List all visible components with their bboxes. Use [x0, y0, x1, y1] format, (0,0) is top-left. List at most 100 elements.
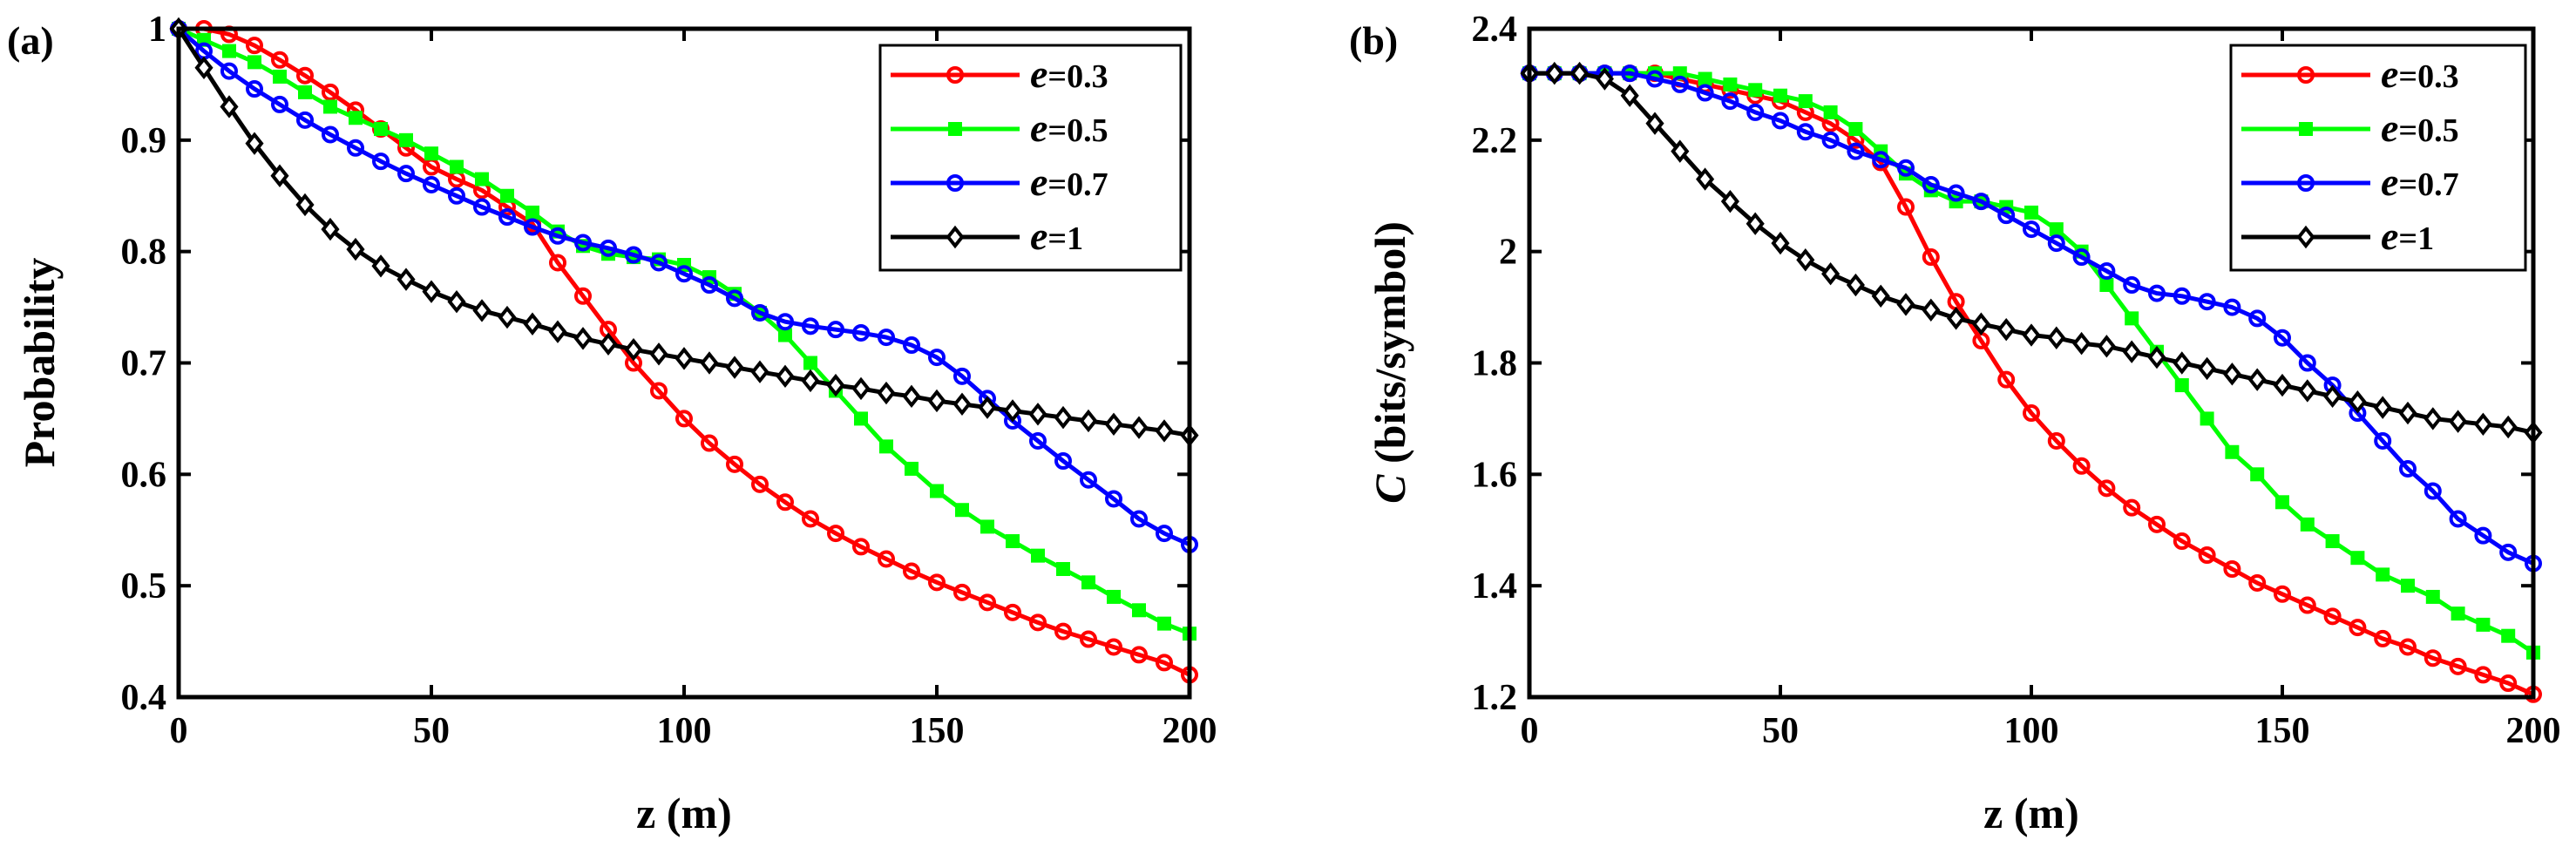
series-line	[179, 26, 1191, 677]
data-point	[1156, 654, 1173, 672]
data-point	[1897, 159, 1915, 177]
data-point	[1054, 622, 1072, 640]
data-point	[422, 280, 441, 303]
data-point	[525, 205, 539, 220]
data-point	[2023, 220, 2040, 239]
series-line	[177, 27, 1191, 547]
data-point	[194, 56, 214, 79]
data-point	[701, 434, 718, 452]
data-point	[902, 384, 921, 409]
data-point	[2348, 390, 2367, 414]
x-tick-label: 100	[657, 711, 712, 751]
axis-ticks: 0 50 100 150 200 0.4 0.5 0.6 0.7 0.8 0.9 1	[121, 10, 1217, 751]
data-point	[1997, 370, 2016, 389]
data-point	[1054, 451, 1072, 470]
data-point	[1129, 416, 1149, 439]
data-point	[2072, 248, 2091, 267]
data-point	[1746, 103, 1765, 121]
data-point	[750, 360, 769, 383]
legend-value: =1	[2398, 220, 2434, 257]
data-point	[473, 198, 491, 216]
data-point	[854, 411, 868, 426]
data-point	[2423, 482, 2442, 500]
data-point	[346, 237, 365, 261]
data-point	[1570, 61, 1590, 85]
data-point	[2072, 457, 2091, 475]
data-point	[2373, 396, 2392, 419]
x-axis-title: z (m)	[1983, 789, 2079, 837]
data-point	[372, 152, 390, 171]
data-point	[905, 461, 919, 476]
data-point	[827, 525, 844, 543]
data-point	[675, 265, 693, 283]
data-point	[1079, 409, 1098, 433]
y-tick-label: 0.5	[121, 566, 167, 606]
data-point	[1620, 84, 1639, 107]
legend-label: e=1	[1030, 213, 1083, 258]
data-point	[953, 367, 971, 385]
legend-symbol: e	[1030, 105, 1047, 150]
data-point	[2449, 410, 2468, 433]
y-tick-label: 2.4	[1472, 10, 1518, 50]
data-point	[1031, 548, 1045, 563]
x-tick-label: 100	[2004, 711, 2059, 751]
series-line	[1529, 71, 2535, 566]
legend-label: e=0.5	[2381, 105, 2459, 150]
data-point	[2423, 407, 2443, 430]
data-point	[2174, 378, 2189, 393]
data-point	[802, 317, 819, 335]
x-tick-label: 200	[1163, 711, 1217, 751]
data-point	[1721, 92, 1739, 111]
data-point	[778, 328, 792, 342]
y-tick-label: 1.8	[1472, 344, 1518, 384]
data-point	[1028, 403, 1047, 426]
data-point	[930, 484, 944, 498]
data-point	[878, 550, 895, 568]
data-point	[323, 99, 337, 114]
data-point	[2098, 262, 2116, 281]
data-point	[2250, 467, 2265, 482]
data-point	[675, 410, 693, 428]
legend-marker	[2296, 225, 2315, 249]
legend-symbol: e	[1030, 51, 1047, 96]
data-point	[1997, 207, 2016, 225]
data-point	[1155, 419, 1174, 443]
legend-marker	[2297, 174, 2315, 192]
data-point	[1646, 70, 1664, 88]
data-point	[2349, 619, 2367, 637]
data-point	[1156, 525, 1173, 543]
data-point	[953, 583, 971, 601]
data-point	[2225, 444, 2240, 459]
data-point	[978, 396, 997, 419]
data-point	[1004, 603, 1021, 621]
legend-symbol: e	[2381, 105, 2398, 150]
data-point	[347, 139, 364, 157]
data-point	[273, 69, 287, 84]
data-point	[2501, 628, 2516, 643]
data-point	[1671, 75, 1689, 93]
data-point	[2374, 629, 2392, 647]
data-point	[2498, 415, 2518, 439]
data-point	[472, 299, 491, 322]
data-point	[1796, 248, 1815, 272]
data-point	[2274, 585, 2291, 603]
data-point	[1872, 151, 1890, 169]
data-point	[222, 44, 236, 58]
data-point	[2273, 373, 2292, 397]
legend-label: e=0.3	[1030, 51, 1108, 96]
data-point	[1897, 198, 1915, 216]
y-axis-title: Probability	[15, 258, 64, 468]
legend-value: =0.3	[1047, 58, 1108, 95]
data-point	[2300, 517, 2315, 532]
data-point	[851, 376, 871, 401]
data-point	[2350, 551, 2365, 566]
data-point	[1720, 189, 1739, 213]
data-point	[2125, 311, 2139, 326]
legend-label: e=0.5	[1030, 105, 1108, 150]
data-point	[548, 320, 567, 343]
data-point	[1080, 471, 1097, 489]
legend-marker	[948, 122, 962, 136]
data-point	[675, 347, 694, 370]
data-point	[246, 37, 263, 55]
data-point	[2298, 354, 2316, 372]
